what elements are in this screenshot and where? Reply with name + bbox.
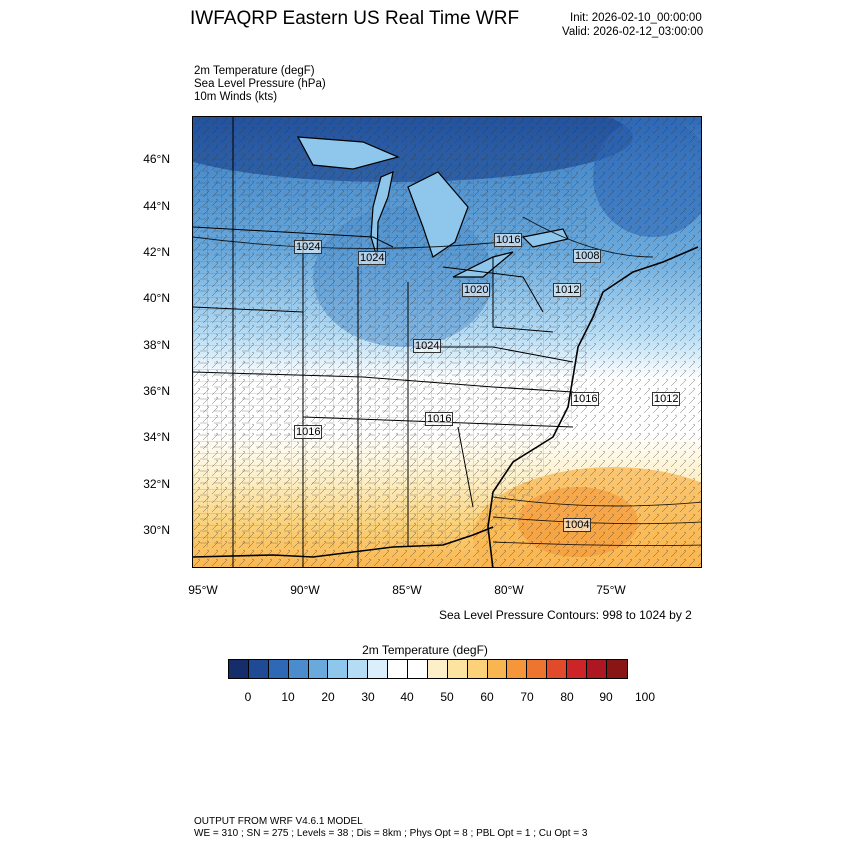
pressure-contour-label: 1016 [494,233,523,247]
contour-note: Sea Level Pressure Contours: 998 to 1024… [439,608,692,622]
pressure-contour-label: 1016 [571,392,600,406]
colorbar-swatch [248,660,269,678]
colorbar-tick-label: 60 [480,690,494,704]
map-title: IWFAQRP Eastern US Real Time WRF [190,8,520,29]
colorbar-swatch [587,660,607,678]
field-label-temperature: 2m Temperature (degF) [194,65,315,77]
pressure-contour-label: 1008 [573,249,602,263]
pressure-contour-label: 1012 [553,283,582,297]
lat-label: 40°N [143,291,170,305]
pressure-contour-label: 1004 [563,518,592,532]
colorbar-swatch [447,660,468,678]
pressure-contour-label: 1024 [358,251,387,265]
init-time: Init: 2026-02-10_00:00:00 [570,12,702,24]
colorbar-swatch [547,660,568,678]
lon-label: 75°W [596,583,626,597]
temperature-colorbar [228,659,628,679]
pressure-contour-label: 1016 [425,412,454,426]
colorbar-swatch [348,660,369,678]
lat-label: 38°N [143,338,170,352]
colorbar-swatch [368,660,389,678]
colorbar-tick-label: 0 [244,690,252,704]
pressure-contour-label: 1024 [413,339,442,353]
lon-label: 85°W [392,583,422,597]
temperature-map [193,117,701,567]
lon-label: 95°W [188,583,218,597]
lat-label: 32°N [143,477,170,491]
colorbar-swatch [507,660,528,678]
field-label-pressure: Sea Level Pressure (hPa) [194,78,326,90]
lat-label: 44°N [143,199,170,213]
colorbar-tick-label: 20 [321,690,335,704]
lon-label: 90°W [290,583,320,597]
colorbar-tick-label: 70 [520,690,534,704]
footer-model-line: OUTPUT FROM WRF V4.6.1 MODEL [194,816,363,827]
colorbar-tick-label: 30 [361,690,375,704]
lat-label: 30°N [143,523,170,537]
colorbar-swatch [308,660,329,678]
pressure-contour-label: 1016 [294,425,323,439]
colorbar-tick-label: 40 [400,690,414,704]
colorbar-tick-label: 10 [281,690,295,704]
colorbar-swatch [606,660,627,678]
pressure-contour-label: 1024 [294,240,323,254]
legend-title: 2m Temperature (degF) [362,643,488,657]
pressure-contour-label: 1012 [652,392,681,406]
colorbar-swatch [527,660,548,678]
colorbar-swatch [567,660,588,678]
colorbar-swatch [427,660,448,678]
colorbar-swatch [408,660,428,678]
colorbar-swatch [487,660,508,678]
colorbar-tick-label: 90 [599,690,613,704]
lat-label: 42°N [143,245,170,259]
pressure-contour-label: 1020 [462,283,491,297]
colorbar-swatch [388,660,409,678]
lat-label: 46°N [143,152,170,166]
valid-time: Valid: 2026-02-12_03:00:00 [562,26,704,38]
colorbar-swatch [288,660,309,678]
colorbar-tick-label: 80 [560,690,574,704]
colorbar-swatch [328,660,349,678]
colorbar-swatch [268,660,289,678]
colorbar-swatch [229,660,249,678]
lat-label: 36°N [143,384,170,398]
lat-label: 34°N [143,430,170,444]
colorbar-tick-label: 100 [634,690,656,704]
lon-label: 80°W [494,583,524,597]
colorbar-swatch [467,660,488,678]
colorbar-tick-label: 50 [440,690,454,704]
field-label-winds: 10m Winds (kts) [194,91,278,103]
footer-config-line: WE = 310 ; SN = 275 ; Levels = 38 ; Dis … [194,828,588,839]
map-panel [192,116,702,568]
